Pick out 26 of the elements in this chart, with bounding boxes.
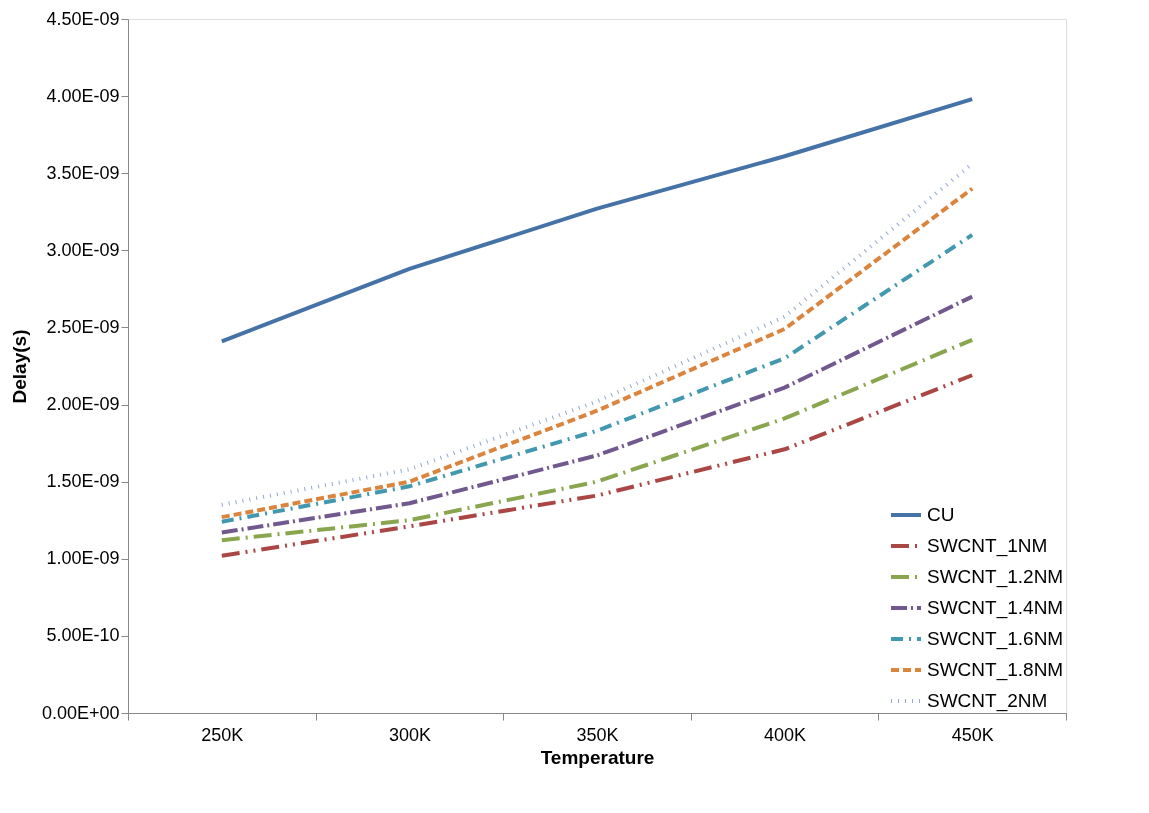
- legend-label: SWCNT_1.8NM: [927, 659, 1064, 681]
- y-tick-label: 3.00E-09: [46, 239, 120, 260]
- legend-label: SWCNT_2NM: [927, 690, 1048, 712]
- legend-label: SWCNT_1NM: [927, 535, 1048, 557]
- line-series: [219, 97, 975, 344]
- y-tick-label: 3.50E-09: [46, 162, 120, 183]
- x-axis-title: Temperature: [540, 746, 655, 768]
- legend-label: SWCNT_1.6NM: [927, 628, 1064, 650]
- x-tick-label: 400K: [764, 724, 807, 745]
- x-tick-label: 350K: [576, 724, 619, 745]
- y-tick-label: 1.50E-09: [46, 471, 120, 492]
- y-axis-title: Delay(s): [8, 329, 30, 404]
- x-tick-label: 250K: [201, 724, 244, 745]
- x-tick-label: 300K: [388, 724, 431, 745]
- y-tick-label: 2.50E-09: [46, 316, 120, 337]
- line-series: [219, 294, 975, 535]
- y-tick-label: 4.00E-09: [46, 85, 120, 106]
- y-tick-label: 2.00E-09: [46, 394, 120, 415]
- y-tick-label: 4.50E-09: [46, 8, 120, 29]
- legend-label: SWCNT_1.4NM: [927, 597, 1064, 619]
- y-tick-label: 0.00E+00: [41, 702, 120, 723]
- legend-label: CU: [927, 504, 955, 525]
- y-tick-label: 1.00E-09: [46, 548, 120, 569]
- y-tick-label: 5.00E-10: [46, 625, 120, 646]
- x-tick-label: 450K: [951, 724, 994, 745]
- legend-label: SWCNT_1.2NM: [927, 566, 1064, 588]
